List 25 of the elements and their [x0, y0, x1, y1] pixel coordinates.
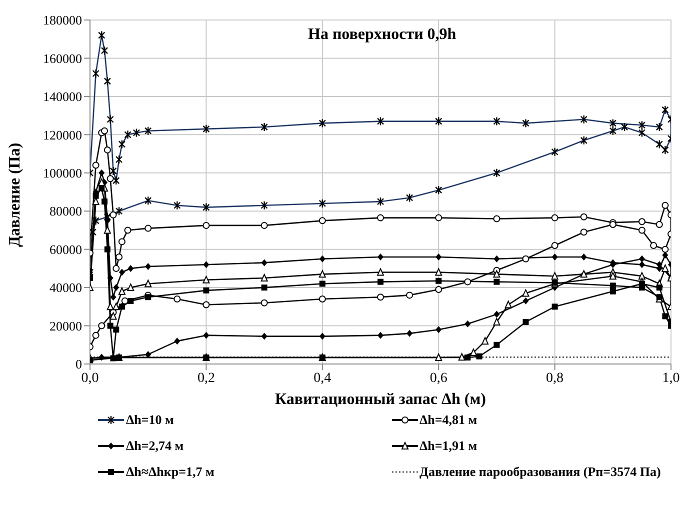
x-tick-label: 0,4	[314, 370, 332, 386]
legend-label: Δh=4,81 м	[420, 412, 478, 428]
legend-label: Δh≈Δhкр=1,7 м	[126, 464, 214, 480]
x-tick-label: 0,2	[197, 370, 215, 386]
y-tick-label: 80000	[50, 204, 82, 219]
y-tick-label: 160000	[43, 50, 82, 66]
y-tick-label: 60000	[50, 242, 82, 257]
chart-title: На поверхности 0,9h	[308, 26, 456, 44]
y-tick-label: 140000	[43, 89, 82, 104]
y-tick-label: 180000	[43, 12, 82, 28]
y-tick-label: 120000	[43, 127, 82, 142]
y-axis-title: Давление (Па)	[6, 142, 24, 247]
x-tick-label: 0,0	[81, 370, 99, 386]
legend-label: Давление парообразования (Рп=3574 Па)	[420, 464, 661, 480]
x-axis-title: Кавитационный запас Δh (м)	[275, 391, 486, 408]
x-tick-label: 1,0	[662, 370, 680, 386]
y-tick-label: 20000	[50, 318, 82, 334]
y-tick-label: 40000	[50, 280, 82, 296]
y-tick-label: 100000	[43, 166, 82, 181]
legend-label: Δh=10 м	[126, 412, 174, 428]
y-tick-label: 0	[76, 356, 82, 372]
x-tick-label: 0,6	[430, 370, 448, 386]
legend-label: Δh=2,74 м	[126, 438, 184, 454]
x-tick-label: 0,8	[546, 370, 564, 386]
legend-label: Δh=1,91 м	[420, 438, 478, 454]
